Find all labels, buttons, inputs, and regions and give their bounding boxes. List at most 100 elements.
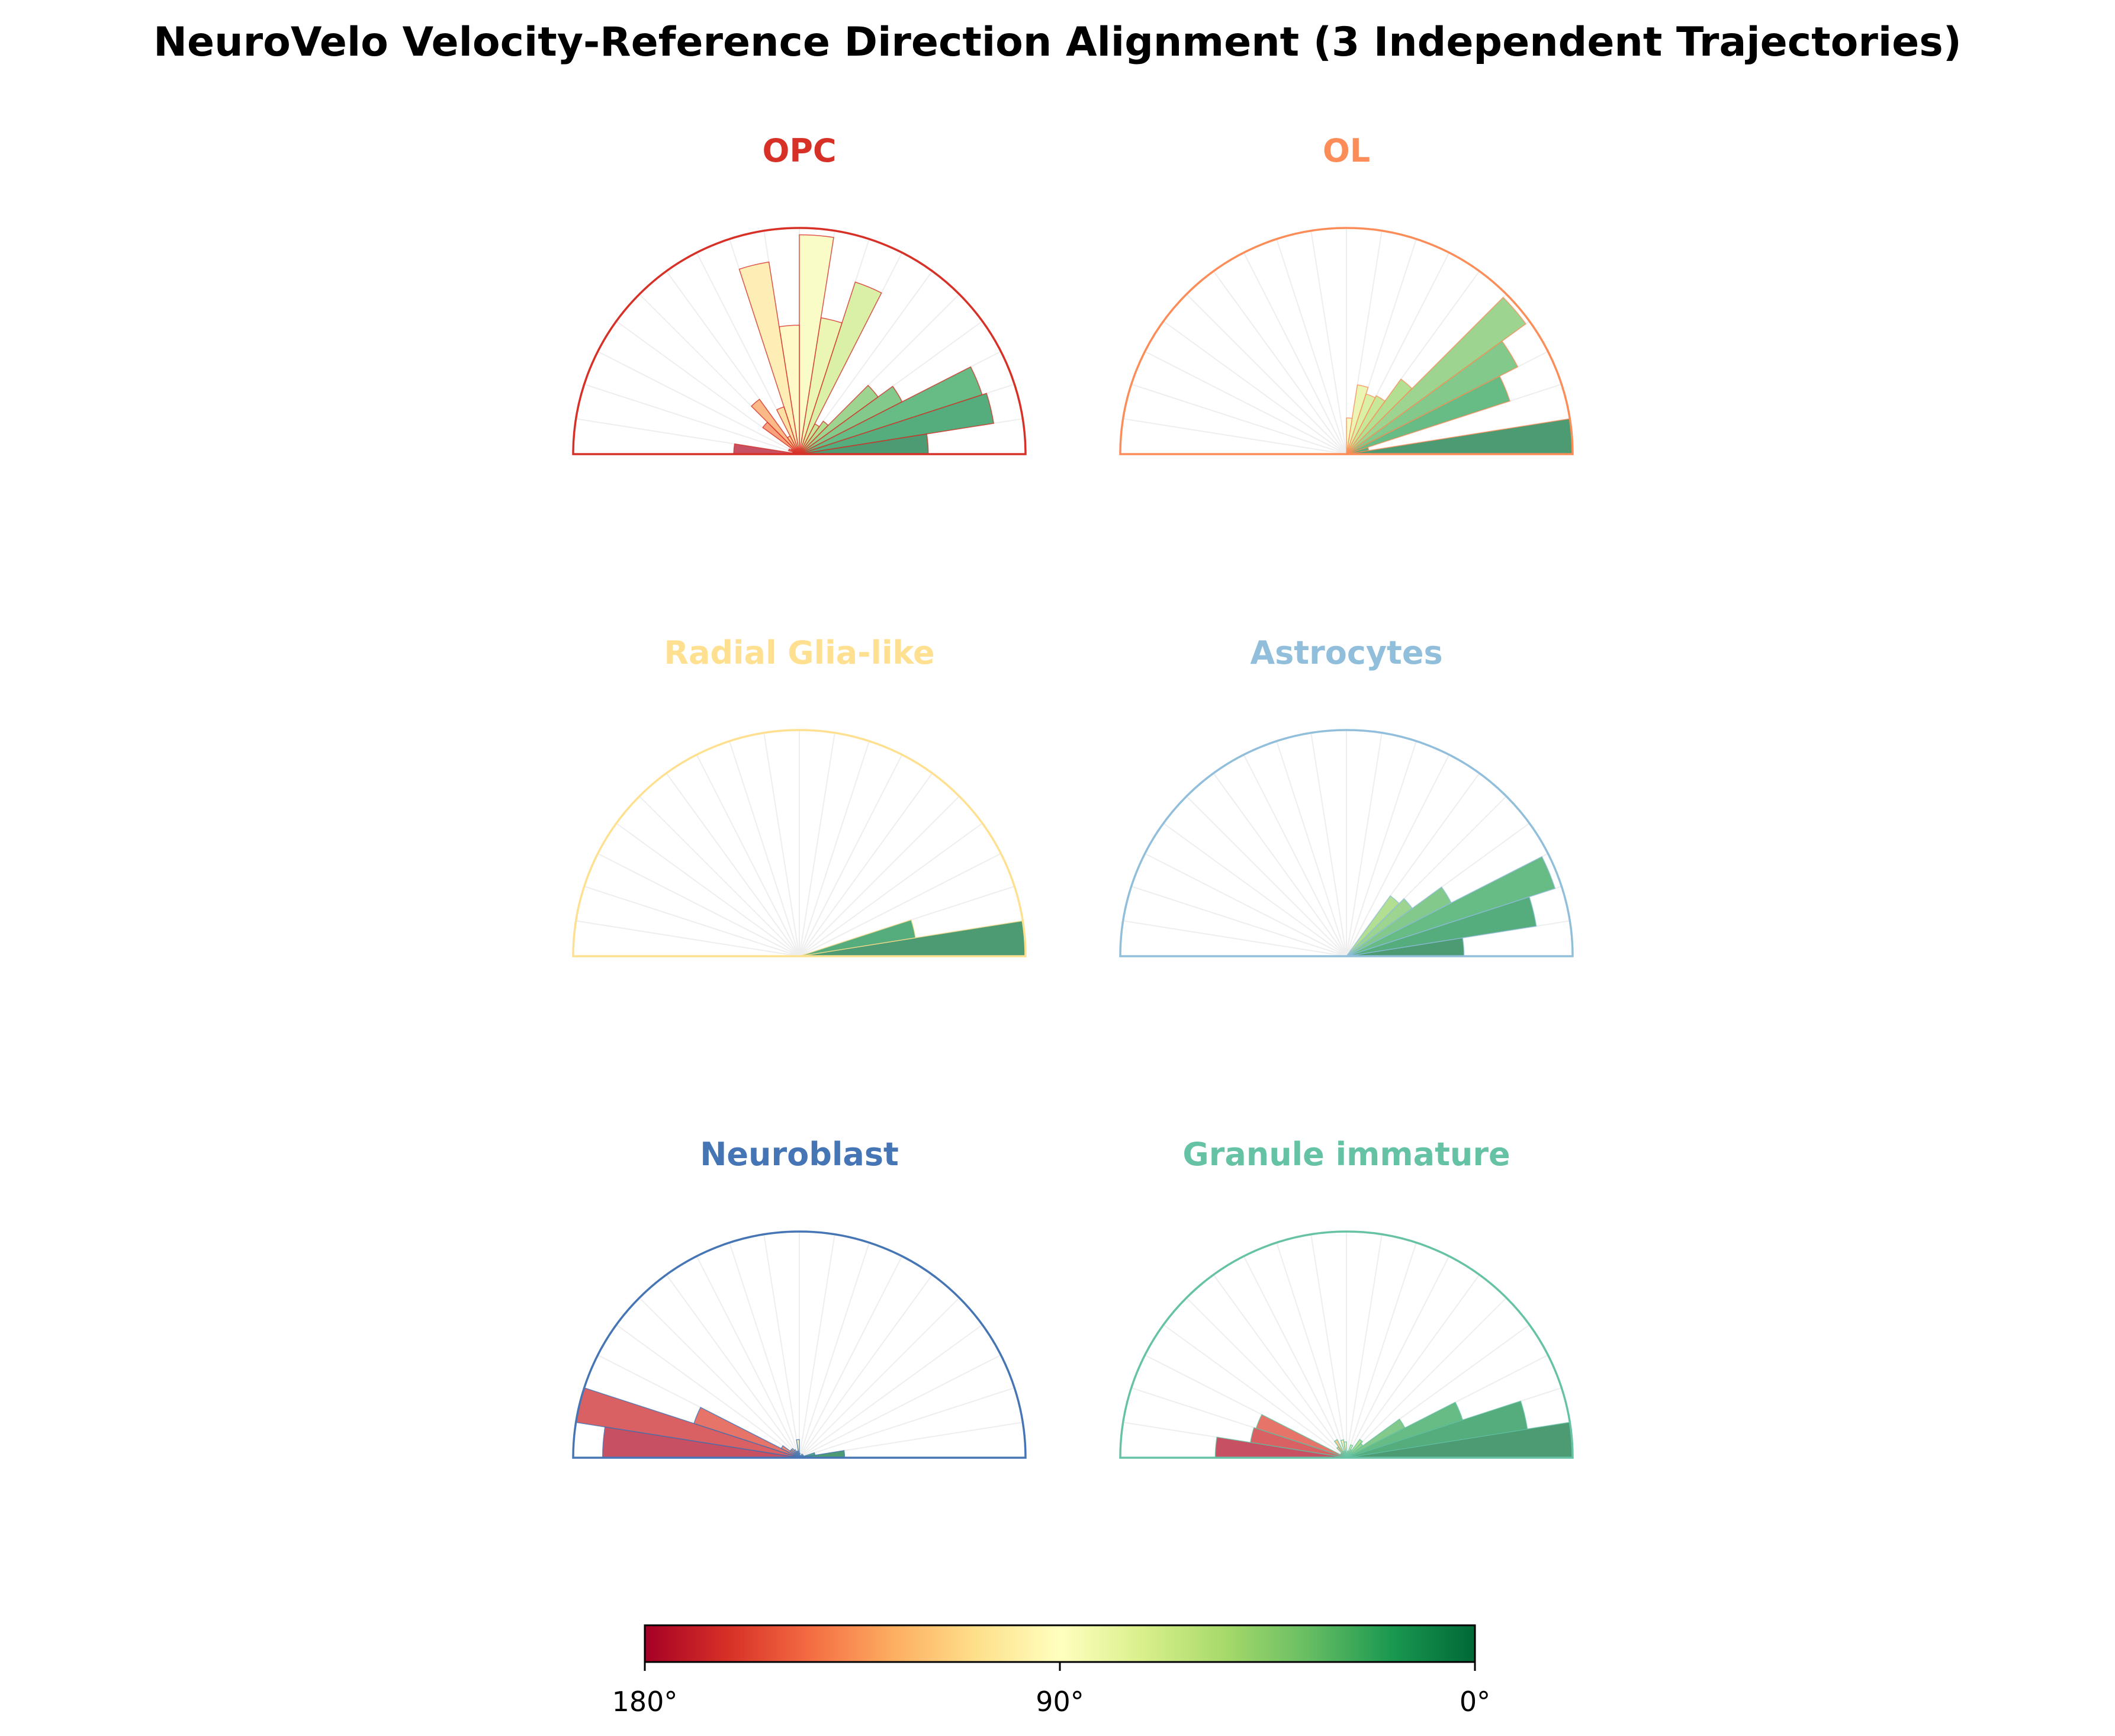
grid-spoke	[1310, 230, 1347, 455]
bar-granule-immature-bin-7	[1346, 1444, 1354, 1458]
bar-opc-bin-9	[799, 234, 834, 455]
grid-spoke	[1276, 1242, 1347, 1458]
panel-title: Granule immature	[1182, 1136, 1510, 1173]
grid-spoke	[616, 1324, 800, 1458]
grid-spoke	[799, 853, 1001, 957]
grid-spoke	[1163, 320, 1347, 455]
bar-ol-bin-5	[1346, 378, 1413, 455]
panel-title: Radial Glia-like	[664, 634, 934, 671]
bar-granule-immature-bin-3	[1346, 1418, 1406, 1458]
bar-opc-bin-2	[799, 366, 983, 455]
panel-radial-glia-like: Radial Glia-like	[572, 634, 1027, 957]
grid-spoke	[1310, 732, 1347, 957]
panel-astrocytes: Astrocytes	[1119, 634, 1574, 957]
grid-spoke	[799, 1324, 983, 1458]
grid-spoke	[1346, 741, 1417, 957]
colorbar-tick-label-middle: 90°	[1036, 1686, 1084, 1718]
bar-granule-immature-bin-1	[1346, 1400, 1528, 1458]
grid-spoke	[597, 351, 800, 455]
grid-spoke	[799, 741, 870, 957]
grid-spoke	[1346, 754, 1450, 957]
grid-spoke	[799, 1242, 870, 1458]
bar-opc-bin-3	[799, 385, 903, 455]
bar-opc-bin-11	[738, 261, 800, 455]
grid-spoke	[1213, 271, 1347, 455]
grid-spoke	[729, 741, 800, 957]
grid-spoke	[799, 1297, 960, 1458]
grid-spoke	[799, 1274, 933, 1458]
panels: OPC OL Radial Glia-like Astrocytes Neuroblas…	[572, 132, 1574, 1459]
grid-spoke	[799, 754, 903, 957]
bar-ol-bin-4	[1346, 297, 1526, 455]
grid-spoke	[1213, 1274, 1347, 1458]
panel-neuroblast: Neuroblast	[572, 1136, 1027, 1459]
colorbar-tick-label-left: 180°	[612, 1686, 678, 1718]
grid-spoke	[639, 796, 800, 957]
colorbar: 180° 90° 0°	[612, 1624, 1490, 1718]
grid-spoke	[799, 1387, 1015, 1458]
panel-opc: OPC	[572, 132, 1027, 455]
grid-spoke	[1123, 418, 1347, 455]
grid-spoke	[799, 773, 933, 957]
grid-spoke	[763, 1234, 800, 1458]
bar-ol-bin-8	[1346, 384, 1369, 455]
colorbar-tick-label-right: 0°	[1460, 1686, 1490, 1718]
grid-spoke	[799, 822, 983, 957]
bar-opc-bin-14	[750, 398, 800, 455]
panel-granule-immature: Granule immature	[1119, 1136, 1574, 1459]
grid-spoke	[616, 822, 800, 957]
bar-radial-glia-like-bin-1	[799, 919, 917, 957]
grid-spoke	[799, 1234, 835, 1458]
grid-spoke	[584, 886, 800, 957]
grid-spoke	[1145, 853, 1347, 957]
panel-outline	[1119, 1230, 1574, 1459]
bar-opc-bin-15	[762, 421, 800, 455]
grid-spoke	[1123, 920, 1347, 957]
grid-spoke	[1346, 732, 1383, 957]
bar-opc-bin-7	[799, 281, 882, 455]
grid-spoke	[1243, 252, 1347, 455]
panel-title: Astrocytes	[1250, 634, 1442, 671]
bar-astrocytes-bin-4	[1346, 898, 1413, 957]
bar-granule-immature-bin-5	[1346, 1439, 1364, 1458]
grid-spoke	[1346, 1256, 1450, 1458]
panel-outline	[1119, 729, 1574, 957]
grid-spoke	[1243, 754, 1347, 957]
grid-spoke	[1131, 384, 1347, 455]
grid-spoke	[729, 1242, 800, 1458]
panel-ol: OL	[1119, 132, 1574, 455]
panel-title: Neuroblast	[700, 1136, 899, 1173]
grid-spoke	[799, 796, 960, 957]
grid-spoke	[1145, 351, 1347, 455]
grid-spoke	[799, 1256, 903, 1458]
grid-spoke	[696, 1256, 800, 1458]
grid-spoke	[1186, 796, 1347, 957]
bar-astrocytes-bin-5	[1346, 895, 1400, 957]
grid-spoke	[584, 384, 800, 455]
grid-spoke	[639, 1297, 800, 1458]
panel-title: OL	[1323, 132, 1370, 169]
panel-title: OPC	[762, 132, 836, 169]
grid-spoke	[1213, 773, 1347, 957]
grid-spoke	[666, 773, 800, 957]
panel-outline	[572, 227, 1027, 455]
grid-spoke	[763, 732, 800, 957]
grid-spoke	[799, 1354, 1001, 1458]
bar-opc-bin-5	[799, 420, 829, 455]
grid-spoke	[576, 920, 800, 957]
bar-astrocytes-bin-2	[1346, 856, 1556, 957]
panel-outline	[572, 1230, 1027, 1459]
grid-spoke	[1163, 822, 1347, 957]
colorbar-gradient	[644, 1624, 1476, 1663]
bar-ol-bin-6	[1346, 395, 1386, 455]
grid-spoke	[1346, 1274, 1480, 1458]
grid-spoke	[1243, 1256, 1347, 1458]
grid-spoke	[1276, 239, 1347, 455]
grid-spoke	[1346, 1242, 1417, 1458]
grid-spoke	[1131, 886, 1347, 957]
chart-title: NeuroVelo Velocity-Reference Direction A…	[153, 19, 1962, 66]
grid-spoke	[1186, 294, 1347, 455]
bar-astrocytes-bin-3	[1346, 886, 1452, 957]
grid-spoke	[696, 754, 800, 957]
grid-spoke	[1276, 741, 1347, 957]
